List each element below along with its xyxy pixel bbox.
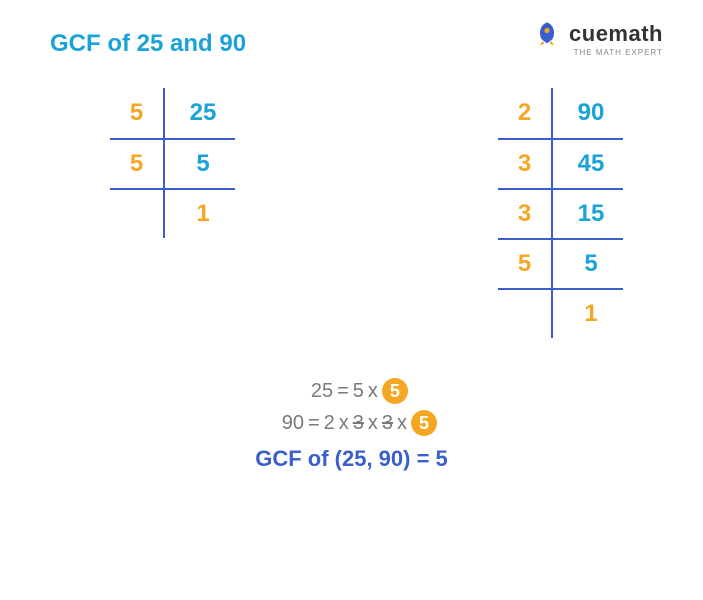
divisor-cell: 5 — [498, 238, 553, 288]
eq-equals: = — [337, 380, 349, 403]
factorization-tables: 5 25 5 5 1 2 90 3 45 3 15 5 5 1 — [50, 88, 653, 338]
value-cell: 15 — [553, 188, 623, 238]
eq-factor-struck: 3 — [353, 412, 364, 435]
divisor-cell: 3 — [498, 138, 553, 188]
table-row: 5 5 — [498, 238, 623, 288]
factor-table-25: 5 25 5 5 1 — [110, 88, 235, 338]
table-row: 3 45 — [498, 138, 623, 188]
value-cell-one: 1 — [553, 288, 623, 338]
eq-factor-struck: 3 — [382, 412, 393, 435]
eq-equals: = — [308, 412, 320, 435]
equation-25: 25 = 5 x 5 — [50, 378, 653, 404]
rocket-icon — [533, 20, 561, 48]
logo-text: cuemath — [569, 21, 663, 47]
equations-block: 25 = 5 x 5 90 = 2 x 3 x 3 x 5 — [50, 378, 653, 436]
divisor-cell: 3 — [498, 188, 553, 238]
table-row: 1 — [110, 188, 235, 238]
equation-90: 90 = 2 x 3 x 3 x 5 — [50, 410, 653, 436]
divisor-cell — [110, 188, 165, 238]
value-cell: 90 — [553, 88, 623, 138]
eq-lhs: 25 — [295, 380, 333, 403]
table-row: 1 — [498, 288, 623, 338]
value-cell-one: 1 — [165, 188, 235, 238]
divisor-cell: 5 — [110, 138, 165, 188]
eq-factor: 5 — [353, 380, 364, 403]
divisor-cell — [498, 288, 553, 338]
eq-times: x — [368, 380, 378, 403]
eq-lhs: 90 — [266, 412, 304, 435]
eq-factor: 2 — [324, 412, 335, 435]
value-cell: 25 — [165, 88, 235, 138]
eq-times: x — [368, 412, 378, 435]
brand-logo: cuemath THE MATH EXPERT — [533, 20, 663, 48]
divisor-cell: 5 — [110, 88, 165, 138]
table-row: 2 90 — [498, 88, 623, 138]
value-cell: 5 — [553, 238, 623, 288]
eq-times: x — [339, 412, 349, 435]
circled-factor: 5 — [382, 378, 408, 404]
value-cell: 45 — [553, 138, 623, 188]
value-cell: 5 — [165, 138, 235, 188]
circled-factor: 5 — [411, 410, 437, 436]
table-row: 5 5 — [110, 138, 235, 188]
logo-subtitle: THE MATH EXPERT — [574, 48, 663, 57]
gcf-result: GCF of (25, 90) = 5 — [50, 446, 653, 472]
table-row: 5 25 — [110, 88, 235, 138]
eq-times: x — [397, 412, 407, 435]
factor-table-90: 2 90 3 45 3 15 5 5 1 — [498, 88, 623, 338]
divisor-cell: 2 — [498, 88, 553, 138]
table-row: 3 15 — [498, 188, 623, 238]
